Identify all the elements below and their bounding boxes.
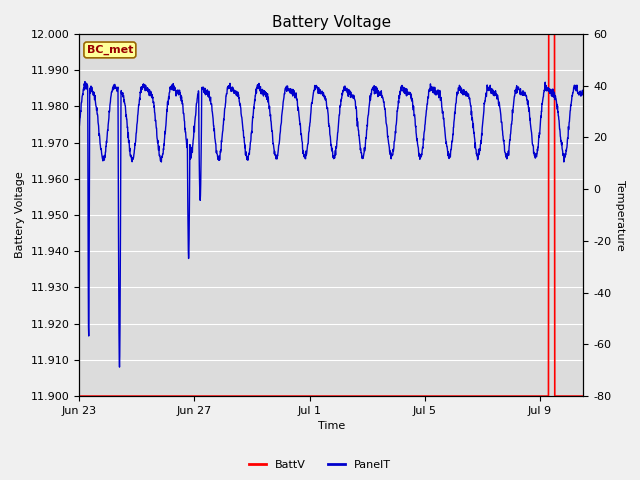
Legend: BattV, PanelT: BattV, PanelT [245,456,395,474]
Y-axis label: Battery Voltage: Battery Voltage [15,172,25,258]
Title: Battery Voltage: Battery Voltage [271,15,391,30]
Text: BC_met: BC_met [86,45,133,55]
Y-axis label: Temperature: Temperature [615,180,625,251]
X-axis label: Time: Time [317,421,345,432]
